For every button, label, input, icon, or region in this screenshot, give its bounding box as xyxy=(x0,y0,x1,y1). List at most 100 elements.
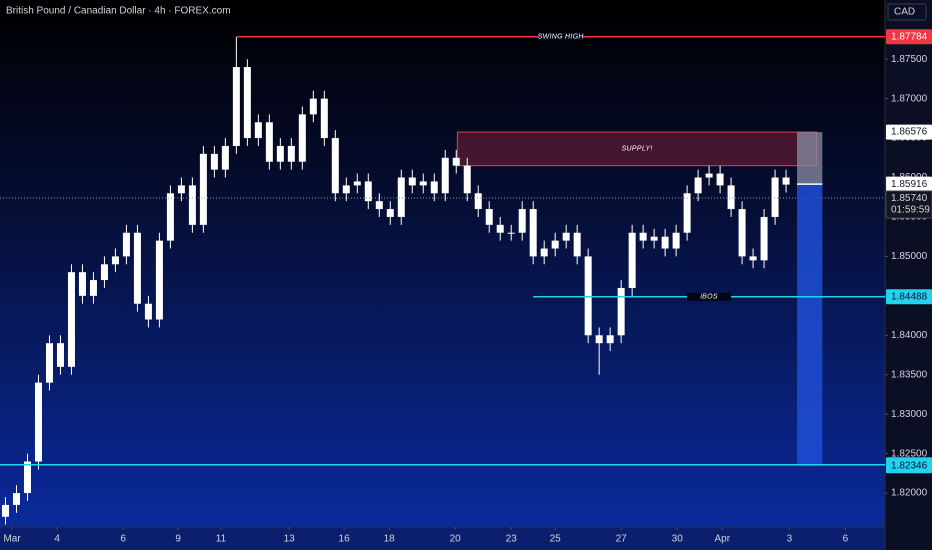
candle-body xyxy=(749,256,757,261)
candle-body xyxy=(584,256,592,336)
risk-area xyxy=(797,132,823,185)
candle-body xyxy=(309,98,317,115)
last-price-label: 1.85740 xyxy=(891,193,928,204)
candle-body xyxy=(353,181,361,186)
level-price-label: 1.84488 xyxy=(891,291,928,302)
entry-price-label: 1.85916 xyxy=(891,179,928,190)
candle-body xyxy=(419,181,427,186)
candle-body xyxy=(507,232,515,234)
candle-body xyxy=(562,232,570,241)
plot-background xyxy=(0,0,885,527)
candle-body xyxy=(67,272,75,367)
entry-price-label-bg xyxy=(886,176,932,192)
candle-body xyxy=(540,248,548,257)
x-tick-label: 23 xyxy=(506,534,518,545)
reward-area xyxy=(797,184,823,466)
candle-body xyxy=(287,145,295,162)
stop-price-label: 1.86576 xyxy=(891,127,928,138)
supply-zone xyxy=(456,131,818,167)
candle-body xyxy=(166,193,174,241)
x-tick-label: 20 xyxy=(450,534,462,545)
x-tick-label: 18 xyxy=(384,534,396,545)
candle-body xyxy=(23,461,31,494)
x-tick-label: 6 xyxy=(120,534,126,545)
candle-body xyxy=(331,138,339,194)
candle-body xyxy=(463,165,471,194)
time-axis-background xyxy=(0,527,885,550)
candle-body xyxy=(100,264,108,281)
candle-body xyxy=(595,335,603,344)
x-tick-label: 25 xyxy=(550,534,562,545)
candle-body xyxy=(430,181,438,194)
candle-body xyxy=(276,145,284,162)
candle-body xyxy=(782,177,790,185)
candle-body xyxy=(298,114,306,162)
level-label: SWING HIGH xyxy=(538,34,585,41)
candle-body xyxy=(529,209,537,257)
candle-body xyxy=(45,343,53,383)
candle-body xyxy=(221,145,229,170)
candle-body xyxy=(265,122,273,162)
candle-body xyxy=(650,236,658,241)
level-price-label-bg xyxy=(886,29,932,45)
x-tick-label: 11 xyxy=(216,534,227,545)
x-tick-label: Apr xyxy=(715,534,731,545)
candle-body xyxy=(1,504,9,517)
currency[interactable]: CAD xyxy=(894,7,915,18)
candle-body xyxy=(12,493,20,505)
candle-body xyxy=(78,272,86,296)
last-price-bg xyxy=(885,190,932,219)
candle-body xyxy=(474,193,482,210)
candle-body xyxy=(661,236,669,249)
candle-body xyxy=(243,67,251,139)
y-tick-label: 1.83500 xyxy=(891,369,928,380)
chart-title: British Pound / Canadian Dollar · 4h · F… xyxy=(6,6,231,17)
candle-body xyxy=(694,177,702,194)
candle-body xyxy=(320,98,328,139)
y-tick-label: 1.87500 xyxy=(891,54,928,65)
candle-body xyxy=(485,209,493,225)
candle-body xyxy=(727,185,735,210)
candle-body xyxy=(639,232,647,241)
candle-body xyxy=(342,185,350,194)
x-tick-label: 9 xyxy=(175,534,181,545)
x-tick-label: 27 xyxy=(616,534,628,545)
level-label-gap xyxy=(538,32,583,41)
x-tick-label: 3 xyxy=(787,534,793,545)
candle-body xyxy=(738,209,746,257)
countdown: 01:59:59 xyxy=(891,205,930,216)
candle-body xyxy=(551,240,559,249)
candle-body xyxy=(705,173,713,178)
candle-body xyxy=(771,177,779,217)
plot-layer: SUPPLY! SWING HIGH iBOS xyxy=(0,32,885,525)
target-price-label: 1.82346 xyxy=(891,460,928,471)
currency-box[interactable] xyxy=(887,3,927,21)
level-price-label: 1.87784 xyxy=(891,31,928,42)
y-tick-label: 1.85000 xyxy=(891,251,928,262)
candle-body xyxy=(122,232,130,257)
candle-body xyxy=(364,181,372,202)
candle-body xyxy=(155,240,163,320)
candle-body xyxy=(144,303,152,320)
y-tick-label: 1.82000 xyxy=(891,488,928,499)
candle-body xyxy=(254,122,262,139)
candle-body xyxy=(628,232,636,288)
stop-price-label-bg xyxy=(886,124,932,140)
candle-body xyxy=(518,209,526,233)
candle-body xyxy=(232,67,240,146)
candle-body xyxy=(716,173,724,186)
y-tick-label: 1.87000 xyxy=(891,93,928,104)
candle-body xyxy=(760,216,768,261)
candle-body xyxy=(133,232,141,304)
y-tick-label: 1.84000 xyxy=(891,330,928,341)
candle-body xyxy=(188,185,196,225)
level-price-label-bg xyxy=(886,289,932,305)
candle-body xyxy=(672,232,680,249)
candle-body xyxy=(441,157,449,194)
x-tick-label: 13 xyxy=(284,534,296,545)
candle-body xyxy=(683,193,691,233)
candle-body xyxy=(397,177,405,217)
candle-body xyxy=(452,157,460,166)
